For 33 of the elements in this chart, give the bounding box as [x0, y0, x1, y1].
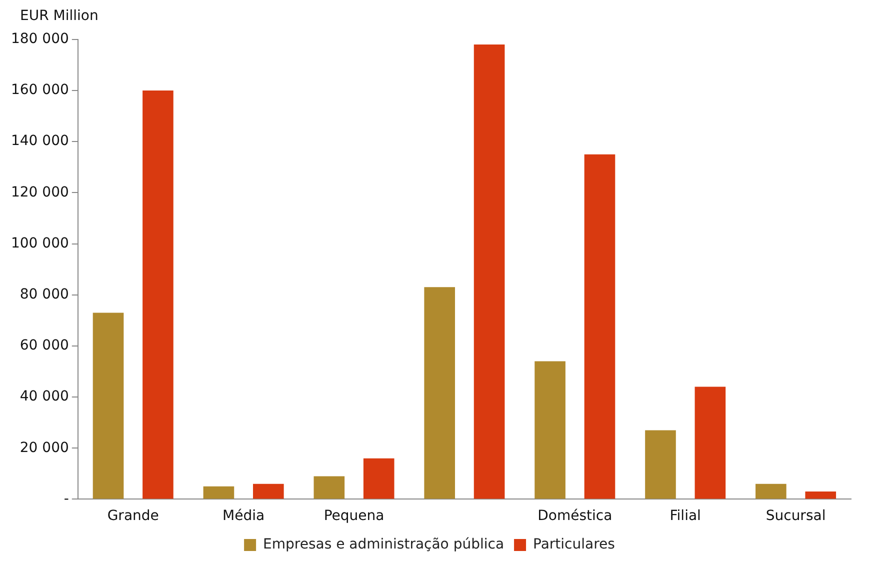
- y-tick-label: 80 000: [20, 286, 69, 302]
- y-tick-label: 40 000: [20, 388, 69, 405]
- x-tick-label: Sucursal: [766, 508, 826, 524]
- x-tick-label: Doméstica: [538, 508, 612, 524]
- bar: [203, 486, 234, 499]
- y-tick-label: 20 000: [20, 440, 69, 456]
- y-tick-label: 160 000: [10, 82, 69, 98]
- legend-label: Particulares: [533, 536, 615, 553]
- bar: [534, 361, 566, 499]
- y-tick-label: 100 000: [10, 235, 69, 252]
- bar: [805, 492, 836, 499]
- bar: [142, 90, 174, 499]
- x-tick-label: Pequena: [324, 508, 384, 524]
- x-tick-label: Grande: [107, 508, 159, 524]
- bar: [92, 312, 124, 499]
- bar: [584, 154, 616, 499]
- bar: [645, 430, 676, 499]
- bar: [694, 386, 726, 499]
- y-tick-label: 60 000: [20, 338, 69, 354]
- bar: [253, 484, 284, 499]
- bar: [363, 458, 394, 499]
- x-tick-label: Média: [222, 508, 265, 524]
- x-tick-label: Filial: [670, 508, 701, 524]
- bar: [424, 287, 456, 499]
- y-tick-label: 180 000: [10, 31, 69, 48]
- bar: [474, 44, 505, 499]
- y-tick-label: 120 000: [10, 184, 69, 200]
- legend-label: Empresas e administração pública: [263, 536, 504, 553]
- y-tick-label: 140 000: [10, 133, 69, 150]
- bar: [756, 484, 786, 499]
- bar: [314, 476, 345, 499]
- y-axis-title: EUR Million: [20, 8, 100, 26]
- y-tick-label: -: [64, 490, 69, 507]
